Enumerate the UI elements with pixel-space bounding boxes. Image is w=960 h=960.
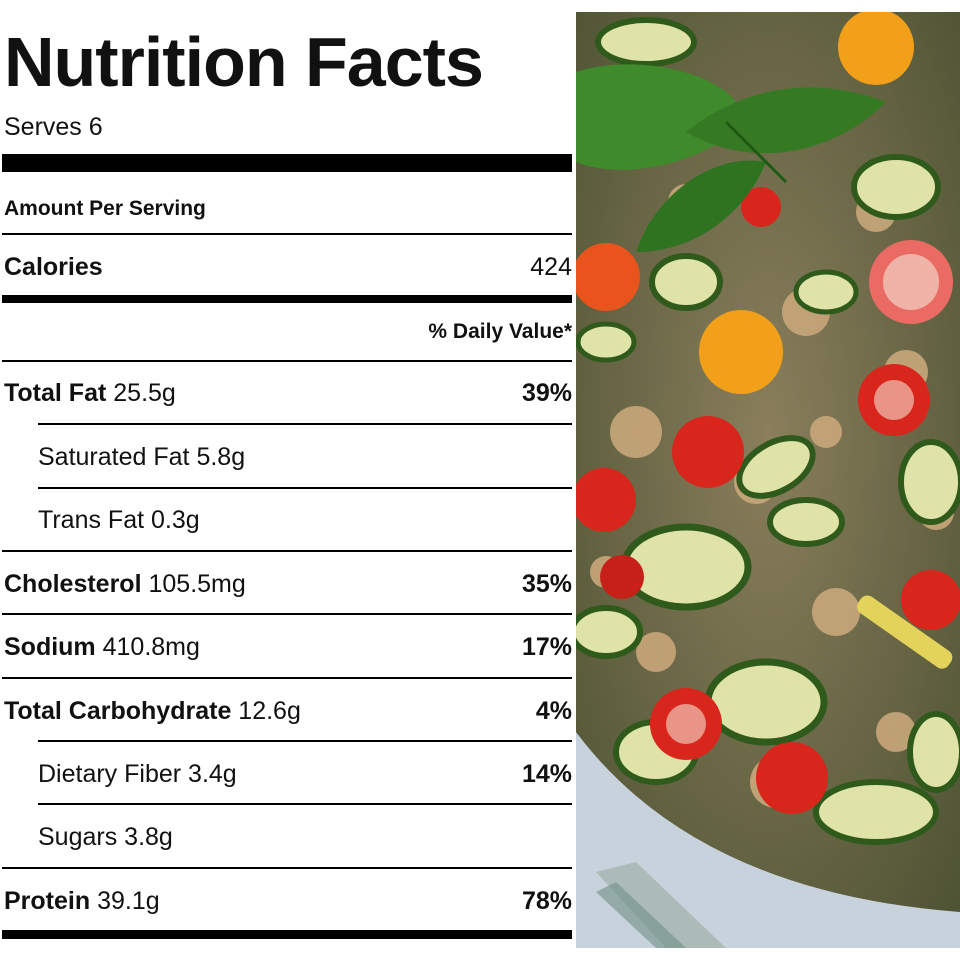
nutrient-name: Sodium [4,632,96,661]
divider [2,677,572,679]
nutrient-name: Dietary Fiber [38,759,182,788]
divider [2,550,572,552]
amount-per-serving-label: Amount Per Serving [4,197,206,220]
divider [2,867,572,869]
divider [2,360,572,362]
nutrient-name: Cholesterol [4,569,142,598]
cherry-tomatoes [576,12,960,814]
nutrition-facts-title: Nutrition Facts [4,23,484,101]
nutrient-dv: 78% [521,886,572,915]
nutrient-dv: 14% [521,759,572,788]
saturated-fat-row: Saturated Fat 5.8g [38,440,572,474]
nutrient-name: Sugars [38,822,118,851]
dietary-fiber-row: Dietary Fiber 3.4g 14% [38,757,572,791]
protein-row: Protein 39.1g 78% [4,884,572,918]
nutrient-amount: 5.8g [196,442,246,471]
nutrient-amount: 12.6g [238,696,301,725]
plate [576,732,960,948]
divider [38,487,572,489]
nutrient-name: Trans Fat [38,505,145,534]
nutrient-dv: 35% [521,569,572,598]
nutrient-amount: 0.3g [151,505,200,534]
nutrient-dv: 39% [521,378,572,407]
nutrient-amount: 105.5mg [148,569,246,598]
dish-towel [596,882,686,948]
nutrient-name: Total Fat [4,378,107,407]
calories-value: 424 [530,252,572,281]
serves-text: Serves 6 [4,113,103,141]
nutrition-label: Nutrition Facts Serves 6 Amount Per Serv… [2,23,572,939]
nutrient-name: Saturated Fat [38,442,190,471]
calories-row: Calories 424 [4,250,572,284]
daily-value-header: % Daily Value* [428,320,572,343]
total-carbohydrate-row: Total Carbohydrate 12.6g 4% [4,694,572,728]
divider [2,233,572,235]
calories-label: Calories [4,252,103,281]
food-photo [576,12,960,948]
nutrient-name: Total Carbohydrate [4,696,232,725]
nutrient-name: Protein [4,886,91,915]
divider [38,740,572,742]
divider [38,803,572,805]
nutrient-amount: 3.4g [188,759,237,788]
nutrient-amount: 410.8mg [102,632,200,661]
sugars-row: Sugars 3.8g [38,820,572,854]
cholesterol-row: Cholesterol 105.5mg 35% [4,567,572,601]
divider [2,613,572,615]
sodium-row: Sodium 410.8mg 17% [4,630,572,664]
nutrient-amount: 3.8g [124,822,173,851]
nutrient-dv: 4% [535,696,572,725]
trans-fat-row: Trans Fat 0.3g [38,503,572,537]
bottom-thick-divider [2,930,572,939]
nutrient-amount: 39.1g [97,886,160,915]
medium-divider [2,295,572,303]
zucchini-skillet-illustration [576,12,960,948]
divider [38,423,572,425]
total-fat-row: Total Fat 25.5g 39% [4,376,572,410]
basil-leaves [576,64,886,252]
nutrient-amount: 25.5g [113,378,176,407]
zucchini-slices [576,17,960,845]
thick-divider [2,154,572,172]
nutrient-dv: 17% [521,632,572,661]
